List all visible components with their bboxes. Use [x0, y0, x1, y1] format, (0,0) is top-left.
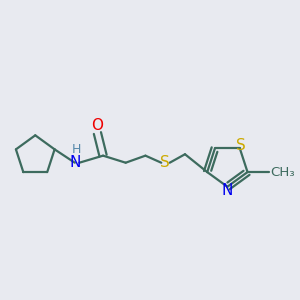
Text: H: H	[71, 143, 81, 156]
Text: N: N	[69, 155, 80, 170]
Text: S: S	[160, 155, 170, 170]
Text: O: O	[92, 118, 104, 133]
Text: CH₃: CH₃	[271, 166, 295, 178]
Text: N: N	[222, 184, 233, 199]
Text: S: S	[236, 137, 245, 152]
